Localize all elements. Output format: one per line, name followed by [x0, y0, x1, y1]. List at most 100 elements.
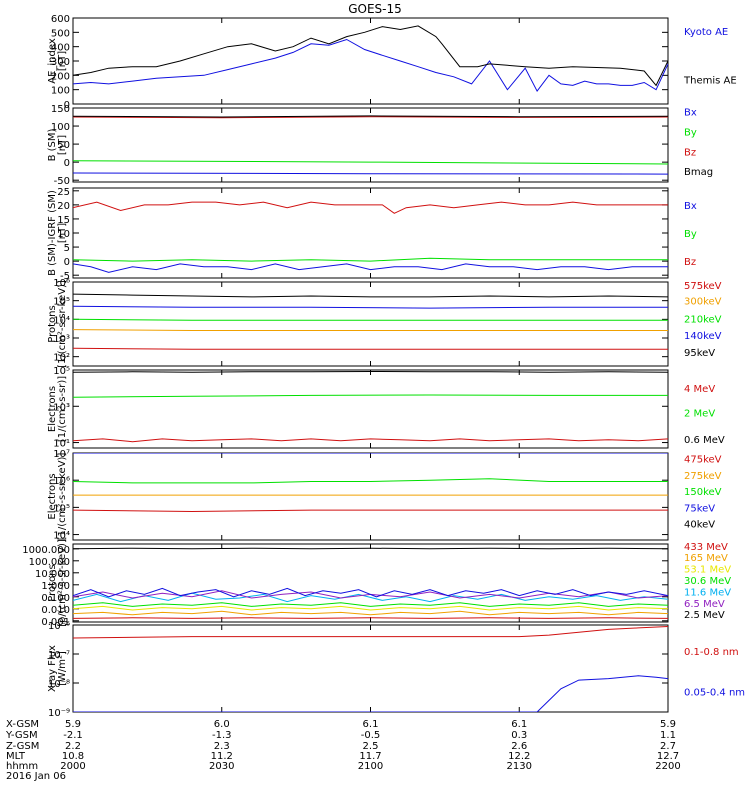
- legend-label: 40keV: [684, 520, 715, 531]
- panel-3: -5 0 5 10 15 20 25B (SM)-IGRF (SM) [nT] Bx By Bz: [47, 187, 697, 282]
- legend-label: By: [684, 127, 697, 138]
- panel-frame: [72, 452, 669, 541]
- y-tick-label: 10¹: [53, 439, 70, 450]
- orbit-row-value: 2.7: [660, 741, 676, 752]
- series-line-165-mev: [73, 610, 668, 616]
- y-axis-label: [1/(cm²-s-sr-keV)]: [57, 453, 68, 541]
- series-line-themis-ae: [73, 25, 668, 87]
- orbit-row-label: 2016 Jan 06: [6, 771, 66, 782]
- y-axis-label: [nT]: [57, 223, 68, 243]
- legend-label: 140keV: [684, 331, 722, 342]
- legend-label: 150keV: [684, 487, 722, 498]
- panel-2: -50 0 50 100 150 B (SM) [nT] Bx By Bz Bmag: [47, 104, 713, 187]
- y-axis-label: B (SM): [47, 128, 58, 161]
- orbit-row-label: MLT: [6, 751, 26, 762]
- legend-label: Kyoto AE: [684, 27, 728, 38]
- y-tick-label: 0: [64, 158, 70, 169]
- legend-label: Bmag: [684, 167, 713, 178]
- series-line-4-mev: [73, 438, 668, 443]
- panel-frame: [72, 107, 669, 183]
- y-axis-label: AE_index: [47, 38, 58, 84]
- y-tick-label: 10⁵: [53, 366, 70, 377]
- orbit-row-value: 6.1: [363, 719, 379, 730]
- legend-label: 275keV: [684, 471, 722, 482]
- panel-4: 10² 10³ 10⁴ 10⁵ 10⁶ Protons [1/(cm²-s-sr-keV)]…: [47, 278, 722, 368]
- series-line-2-5-mev: [73, 587, 668, 598]
- y-tick-label: 10⁵: [53, 297, 70, 308]
- series-line-2-mev: [73, 394, 668, 398]
- y-tick-label: 10⁴: [53, 315, 70, 326]
- orbit-row-value: 6.1: [511, 719, 527, 730]
- panel-frame: [72, 369, 669, 449]
- y-tick-label: 10³: [53, 402, 70, 413]
- y-axis-label: Xray Flux: [47, 645, 58, 692]
- legend-label: Bx: [684, 108, 697, 119]
- y-tick-label: 10³: [53, 334, 70, 345]
- y-tick-label: -5: [60, 271, 70, 282]
- orbit-row-value: 5.9: [660, 719, 676, 730]
- orbit-row-value: 6.0: [214, 719, 230, 730]
- y-tick-label: 5: [64, 243, 70, 254]
- orbit-row-value: -1.3: [212, 730, 232, 741]
- series-line-575kev: [73, 347, 668, 350]
- y-axis-label: [W/m²]: [57, 651, 68, 686]
- series-line-bx: [73, 263, 668, 273]
- panel-frame: [72, 624, 669, 713]
- orbit-row-value: -2.1: [63, 730, 83, 741]
- series-line-30-6-mev: [73, 602, 668, 607]
- y-tick-label: 50: [57, 140, 70, 151]
- series-line-bx: [73, 172, 668, 175]
- series-line-bz: [73, 201, 668, 214]
- y-tick-label: 1.000: [41, 581, 70, 592]
- y-tick-label: 10.000: [35, 569, 70, 580]
- orbit-row-value: 2030: [209, 761, 234, 772]
- orbit-row-value: 5.9: [65, 719, 81, 730]
- series-line-0-6-mev: [73, 370, 668, 373]
- y-axis-label: B (SM)-IGRF (SM): [47, 190, 58, 276]
- legend-label: 0.1-0.8 nm: [684, 647, 739, 658]
- y-tick-label: 10²: [53, 353, 70, 364]
- series-line-53-1-mev: [73, 605, 668, 611]
- y-tick-label: 10: [57, 229, 70, 240]
- series-line-210kev: [73, 318, 668, 321]
- series-line-300kev: [73, 329, 668, 331]
- series-line-140kev: [73, 305, 668, 309]
- y-tick-label: 25: [57, 187, 70, 198]
- legend-label: 0.6 MeV: [684, 435, 725, 446]
- legend-label: Bx: [684, 201, 697, 212]
- y-tick-label: 15: [57, 215, 70, 226]
- orbit-row-value: 12.7: [657, 751, 679, 762]
- legend-label: 475keV: [684, 454, 722, 465]
- series-line-11-6-mev: [73, 592, 668, 603]
- panel-6: 10⁴ 10⁵ 10⁶ 10⁷ Electrons [1/(cm²-s-sr-keV)] 4…: [47, 449, 722, 542]
- orbit-row-label: Z-GSM: [6, 741, 39, 752]
- panel-frame: [72, 187, 669, 279]
- orbit-row-value: 2.5: [363, 741, 379, 752]
- orbit-row-label: X-GSM: [6, 719, 39, 730]
- legend-label: 4 MeV: [684, 384, 715, 395]
- legend-label: Bz: [684, 257, 696, 268]
- series-line-0-1-0-8-nm: [73, 626, 668, 639]
- y-tick-label: 100.000: [29, 557, 70, 568]
- legend-label: 575keV: [684, 281, 722, 292]
- y-tick-label: 0.001: [41, 617, 70, 628]
- y-tick-label: 300: [51, 57, 70, 68]
- chart-title: GOES-15: [348, 2, 402, 16]
- y-tick-label: 10⁷: [53, 449, 70, 460]
- y-tick-label: 10⁻⁸: [48, 679, 70, 690]
- panel-7: 0.0010.0100.1001.00010.000100.0001000.00…: [22, 539, 731, 628]
- orbit-row-value: 2000: [60, 761, 85, 772]
- y-axis-label: [nT]: [57, 135, 68, 155]
- y-tick-label: 10⁵: [53, 503, 70, 514]
- orbit-row-value: 11.2: [211, 751, 233, 762]
- orbit-row-value: 10.8: [62, 751, 84, 762]
- y-axis-label: Electrons: [47, 473, 58, 519]
- series-line-433-mev: [73, 547, 668, 550]
- series-line-by: [73, 257, 668, 262]
- y-tick-label: 100: [51, 86, 70, 97]
- series-line-95kev: [73, 293, 668, 298]
- orbit-row-value: 2.6: [511, 741, 527, 752]
- orbit-row-value: -0.5: [361, 730, 381, 741]
- y-tick-label: 10⁶: [53, 278, 70, 289]
